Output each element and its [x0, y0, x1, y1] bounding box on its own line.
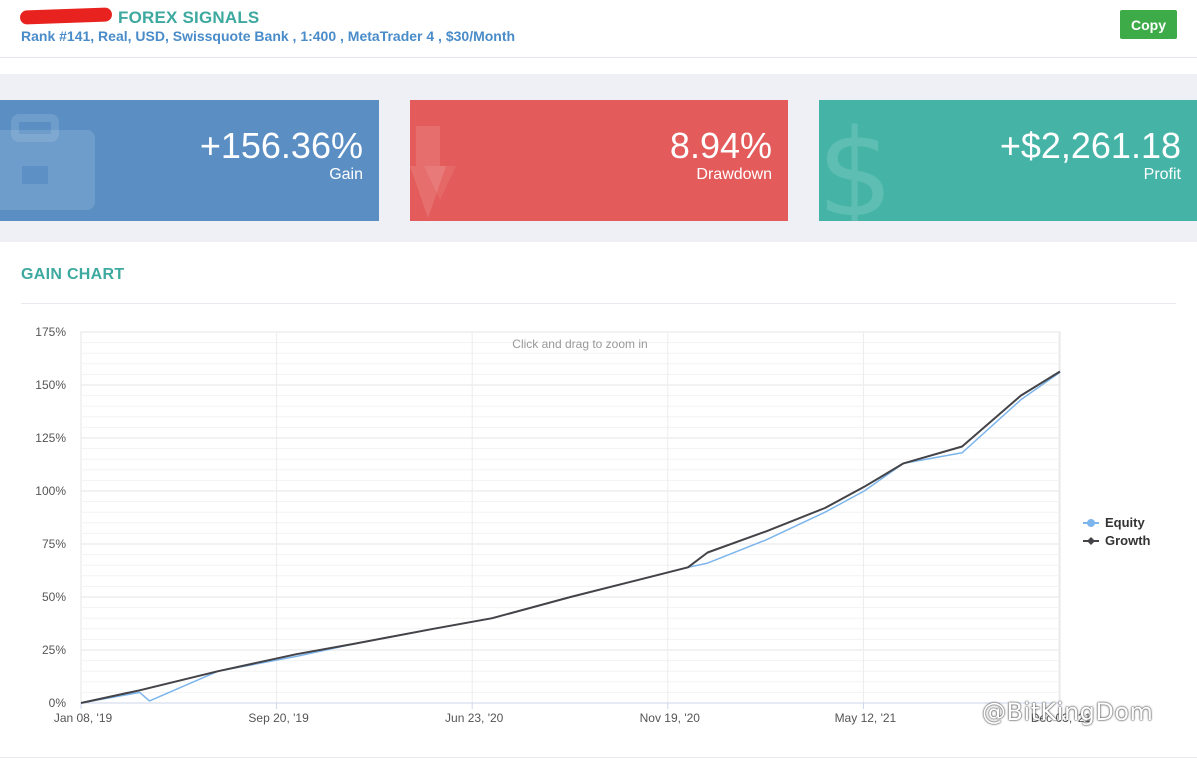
legend-label-growth[interactable]: Growth	[1105, 533, 1151, 548]
x-tick-label: Sep 20, '19	[248, 711, 309, 725]
gain-chart-title: GAIN CHART	[21, 266, 125, 283]
x-tick-label: Jun 23, '20	[445, 711, 504, 725]
y-tick-label: 175%	[35, 325, 66, 339]
x-tick-label: May 12, '21	[835, 711, 897, 725]
drawdown-card: 8.94% Drawdown	[410, 100, 788, 221]
chart-legend[interactable]: Equity Growth	[1083, 515, 1151, 548]
stats-band: +156.36% Gain 8.94% Drawdown $ +$2,261.1…	[0, 74, 1197, 242]
drawdown-label: Drawdown	[696, 166, 772, 183]
x-tick-label: Jan 08, '19	[54, 711, 113, 725]
redacted-mark	[19, 7, 113, 25]
drawdown-value: 8.94%	[669, 125, 772, 166]
series-line-growth	[80, 370, 1061, 704]
page-header: FOREX SIGNALS Rank #141, Real, USD, Swis…	[0, 0, 1197, 58]
x-axis-ticks: Jan 08, '19 Sep 20, '19 Jun 23, '20 Nov 19,…	[54, 703, 1092, 725]
y-tick-label: 75%	[42, 537, 66, 551]
x-tick-label: Dec 03, '21	[1031, 711, 1092, 725]
legend-label-equity[interactable]: Equity	[1105, 515, 1145, 530]
svg-text:$: $	[819, 105, 893, 221]
section-divider	[21, 303, 1176, 304]
y-tick-label: 25%	[42, 643, 66, 657]
chart-series	[80, 370, 1061, 704]
dollar-icon: $	[819, 105, 893, 221]
y-tick-label: 0%	[49, 696, 67, 710]
gain-value: +156.36%	[199, 125, 363, 166]
watermark: @BitKingDom	[982, 698, 1154, 726]
copy-button[interactable]: Copy	[1120, 10, 1177, 39]
y-tick-label: 150%	[35, 378, 66, 392]
y-tick-label: 125%	[35, 431, 66, 445]
profit-label: Profit	[1143, 166, 1181, 183]
legend-marker	[1087, 537, 1095, 545]
grid-lines	[81, 331, 1060, 704]
gain-card: +156.36% Gain	[0, 100, 379, 221]
signal-subtitle: Rank #141, Real, USD, Swissquote Bank , …	[21, 28, 516, 44]
signal-title: FOREX SIGNALS	[118, 8, 260, 27]
zoom-hint: Click and drag to zoom in	[512, 337, 647, 351]
briefcase-icon	[0, 114, 95, 210]
arrow-down-icon	[410, 126, 456, 218]
plot-area[interactable]	[80, 331, 1061, 704]
legend-marker	[1087, 519, 1095, 527]
profit-card: $ +$2,261.18 Profit	[819, 100, 1197, 221]
gain-chart[interactable]: 0% 25% 50% 75% 100% 125% 150% 175% Jan 08, '19 S…	[0, 318, 1197, 738]
bottom-divider	[0, 757, 1197, 758]
y-tick-label: 100%	[35, 484, 66, 498]
y-tick-label: 50%	[42, 590, 66, 604]
y-axis-ticks: 0% 25% 50% 75% 100% 125% 150% 175%	[35, 325, 66, 710]
profit-value: +$2,261.18	[999, 125, 1181, 166]
x-tick-label: Nov 19, '20	[640, 711, 701, 725]
gain-label: Gain	[329, 166, 363, 183]
